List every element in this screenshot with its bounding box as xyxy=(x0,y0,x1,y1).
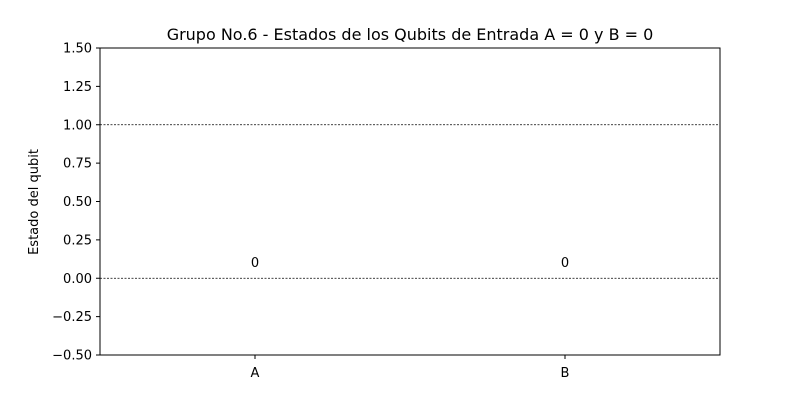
reference-lines xyxy=(100,124,720,279)
x-tick-label: B xyxy=(561,366,570,381)
data-label: 0 xyxy=(561,256,569,271)
y-tick-label: 0.00 xyxy=(63,272,92,287)
y-axis-label: Estado del qubit xyxy=(27,149,42,255)
data-label: 0 xyxy=(251,256,259,271)
y-tick-label: −0.25 xyxy=(52,310,92,325)
y-tick-label: 0.75 xyxy=(63,157,92,172)
x-tick-label: A xyxy=(251,366,260,381)
y-tick-label: 1.25 xyxy=(63,80,92,95)
y-tick-label: 1.00 xyxy=(63,118,92,133)
chart-title: Grupo No.6 - Estados de los Qubits de En… xyxy=(167,25,654,44)
plot-frame xyxy=(99,47,721,356)
y-axis-ticks: −0.50 −0.25 0.00 0.25 0.50 0.75 1.00 1.25 1.50 xyxy=(52,42,100,364)
y-tick-label: 0.50 xyxy=(63,195,92,210)
y-tick-label: 1.50 xyxy=(63,42,92,57)
y-tick-label: 0.25 xyxy=(63,233,92,248)
y-tick-label: −0.50 xyxy=(52,349,92,364)
